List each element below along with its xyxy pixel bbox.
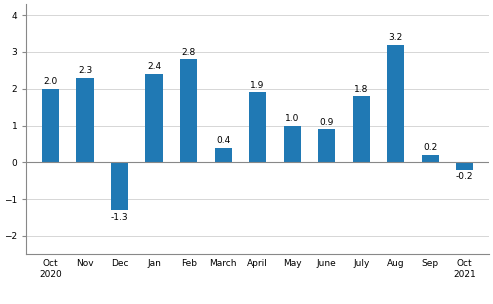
Text: 0.2: 0.2 — [423, 143, 437, 152]
Bar — [249, 92, 266, 162]
Text: 2.0: 2.0 — [43, 77, 58, 86]
Text: 2.8: 2.8 — [181, 48, 196, 57]
Bar — [318, 129, 335, 162]
Bar — [422, 155, 439, 162]
Text: -1.3: -1.3 — [111, 213, 128, 222]
Text: -0.2: -0.2 — [456, 172, 473, 181]
Bar — [387, 45, 404, 162]
Text: 2.4: 2.4 — [147, 63, 161, 71]
Text: 3.2: 3.2 — [388, 33, 403, 42]
Bar — [76, 78, 94, 162]
Bar — [214, 148, 232, 162]
Bar — [145, 74, 163, 162]
Text: 1.8: 1.8 — [354, 85, 368, 94]
Text: 0.9: 0.9 — [319, 118, 334, 127]
Bar — [283, 126, 301, 162]
Bar — [111, 162, 128, 210]
Bar — [42, 89, 59, 162]
Text: 1.0: 1.0 — [285, 114, 299, 123]
Text: 1.9: 1.9 — [250, 81, 265, 90]
Text: 2.3: 2.3 — [78, 66, 92, 75]
Bar — [180, 59, 197, 162]
Bar — [456, 162, 473, 170]
Text: 0.4: 0.4 — [216, 136, 230, 145]
Bar — [352, 96, 370, 162]
